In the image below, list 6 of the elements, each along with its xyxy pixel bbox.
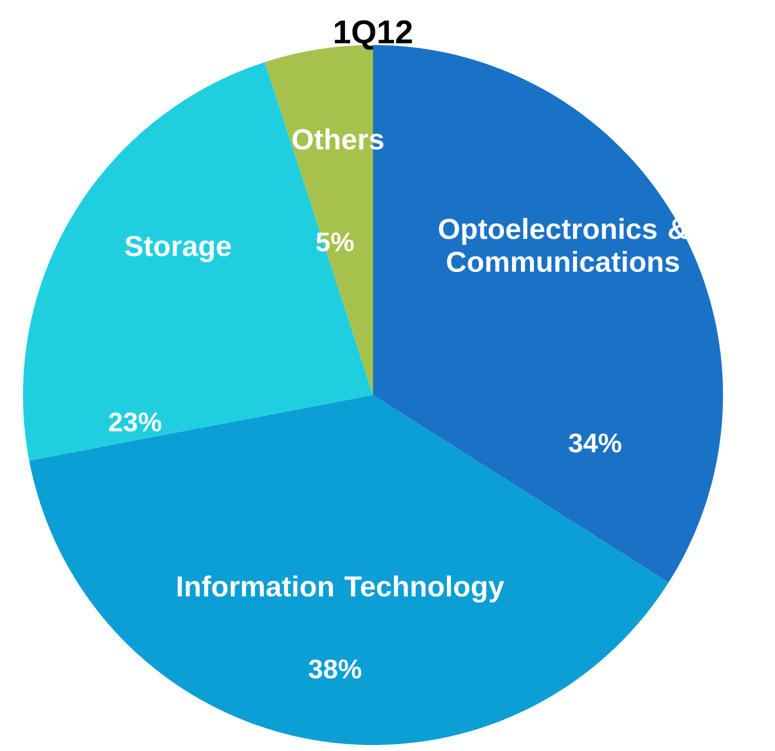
slice-label: Storage [125,236,231,262]
data-label: 34% [568,433,622,453]
data-label: 23% [109,412,162,432]
data-label: 38% [308,659,362,679]
slice-label: Information Technology [178,575,504,603]
chart-title: 1Q12 [334,20,412,50]
